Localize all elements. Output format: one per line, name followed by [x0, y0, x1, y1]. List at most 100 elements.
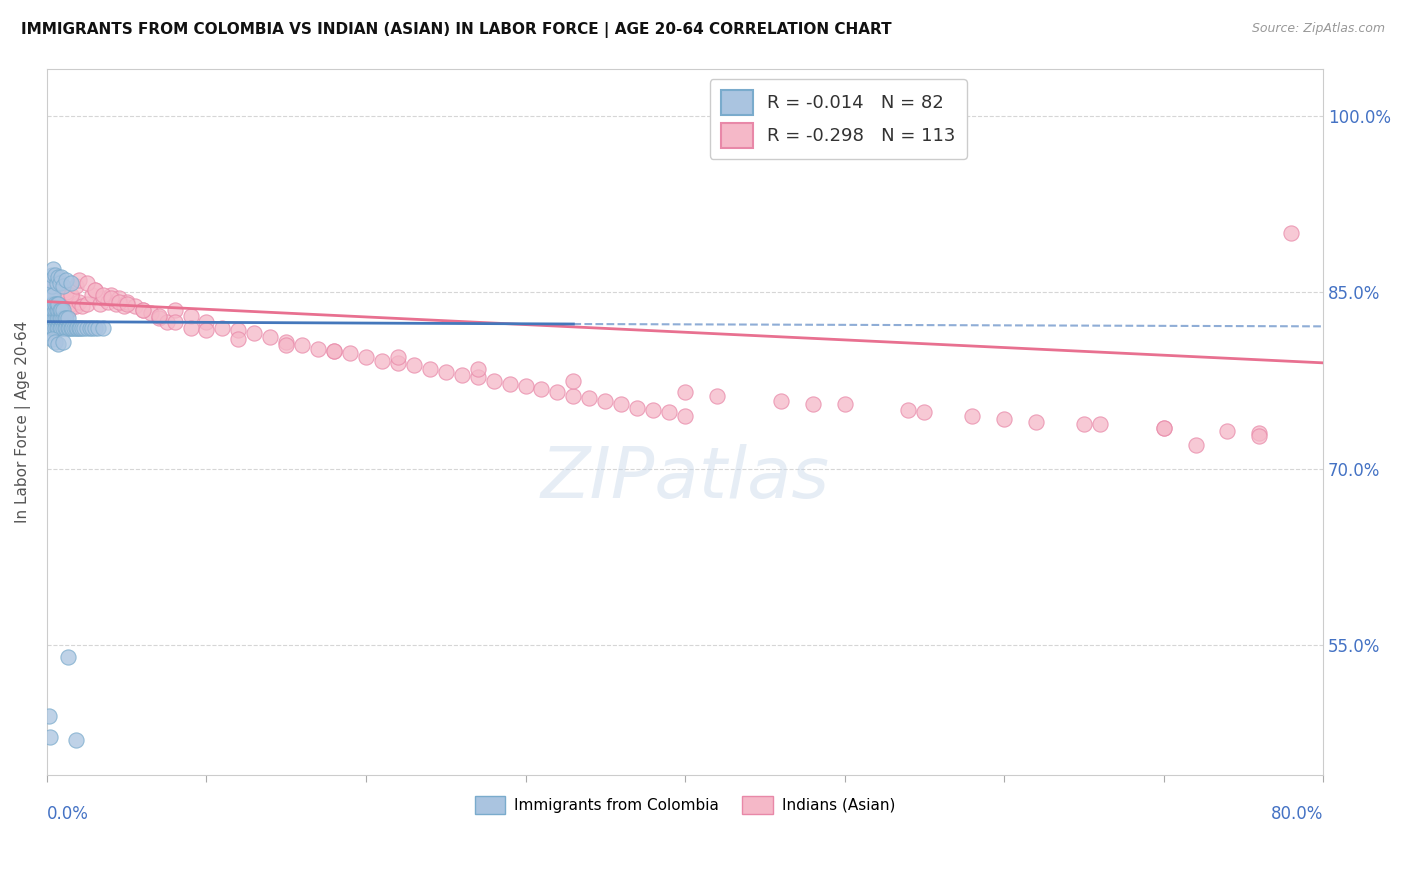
Point	[48, 276, 70, 290]
Point	[1279, 227, 1302, 241]
Point	[48, 279, 70, 293]
Point	[801, 397, 824, 411]
Point	[546, 385, 568, 400]
Point	[1249, 429, 1271, 443]
Point	[100, 287, 122, 301]
Point	[39, 311, 62, 326]
Point	[53, 297, 76, 311]
Point	[38, 309, 60, 323]
Point	[195, 323, 218, 337]
Point	[960, 409, 983, 423]
Point	[259, 330, 281, 344]
Point	[107, 291, 129, 305]
Point	[51, 320, 73, 334]
Point	[52, 311, 75, 326]
Point	[673, 409, 696, 423]
Point	[48, 302, 70, 317]
Point	[180, 309, 202, 323]
Point	[80, 287, 103, 301]
Point	[148, 311, 170, 326]
Point	[44, 302, 66, 317]
Point	[59, 276, 82, 290]
Point	[66, 320, 89, 334]
Point	[498, 377, 520, 392]
Point	[41, 268, 63, 282]
Point	[42, 287, 65, 301]
Point	[434, 365, 457, 379]
Point	[195, 315, 218, 329]
Point	[1073, 417, 1095, 431]
Point	[67, 273, 90, 287]
Point	[76, 320, 98, 334]
Point	[48, 311, 70, 326]
Point	[55, 291, 77, 305]
Point	[419, 361, 441, 376]
Point	[993, 412, 1015, 426]
Point	[39, 302, 62, 317]
Point	[626, 401, 648, 415]
Point	[46, 337, 69, 351]
Point	[131, 302, 153, 317]
Point	[97, 294, 120, 309]
Point	[46, 299, 69, 313]
Point	[156, 315, 179, 329]
Point	[104, 297, 127, 311]
Point	[91, 320, 114, 334]
Point	[45, 297, 67, 311]
Point	[65, 320, 87, 334]
Point	[91, 287, 114, 301]
Point	[69, 320, 91, 334]
Point	[41, 297, 63, 311]
Point	[70, 320, 93, 334]
Point	[44, 297, 66, 311]
Point	[79, 320, 101, 334]
Text: IMMIGRANTS FROM COLOMBIA VS INDIAN (ASIAN) IN LABOR FORCE | AGE 20-64 CORRELATIO: IMMIGRANTS FROM COLOMBIA VS INDIAN (ASIA…	[21, 22, 891, 38]
Point	[73, 320, 96, 334]
Point	[52, 302, 75, 317]
Point	[45, 302, 67, 317]
Point	[139, 306, 162, 320]
Point	[58, 302, 80, 317]
Point	[45, 276, 67, 290]
Point	[52, 283, 75, 297]
Text: 80.0%: 80.0%	[1271, 805, 1323, 823]
Point	[39, 273, 62, 287]
Point	[42, 297, 65, 311]
Point	[38, 302, 60, 317]
Point	[80, 320, 103, 334]
Point	[83, 283, 105, 297]
Point	[56, 311, 79, 326]
Point	[67, 294, 90, 309]
Point	[354, 350, 377, 364]
Point	[1088, 417, 1111, 431]
Point	[148, 309, 170, 323]
Point	[52, 302, 75, 317]
Point	[44, 299, 66, 313]
Point	[387, 350, 409, 364]
Point	[39, 302, 62, 317]
Point	[100, 291, 122, 305]
Point	[62, 291, 84, 305]
Point	[52, 279, 75, 293]
Point	[76, 276, 98, 290]
Point	[834, 397, 856, 411]
Point	[450, 368, 472, 382]
Point	[45, 311, 67, 326]
Point	[41, 287, 63, 301]
Point	[180, 320, 202, 334]
Point	[45, 276, 67, 290]
Point	[83, 283, 105, 297]
Text: Source: ZipAtlas.com: Source: ZipAtlas.com	[1251, 22, 1385, 36]
Point	[115, 294, 138, 309]
Point	[39, 279, 62, 293]
Point	[52, 334, 75, 349]
Point	[706, 389, 728, 403]
Point	[41, 332, 63, 346]
Point	[1025, 415, 1047, 429]
Point	[673, 385, 696, 400]
Point	[83, 320, 105, 334]
Point	[131, 302, 153, 317]
Point	[65, 279, 87, 293]
Point	[46, 269, 69, 284]
Point	[55, 320, 77, 334]
